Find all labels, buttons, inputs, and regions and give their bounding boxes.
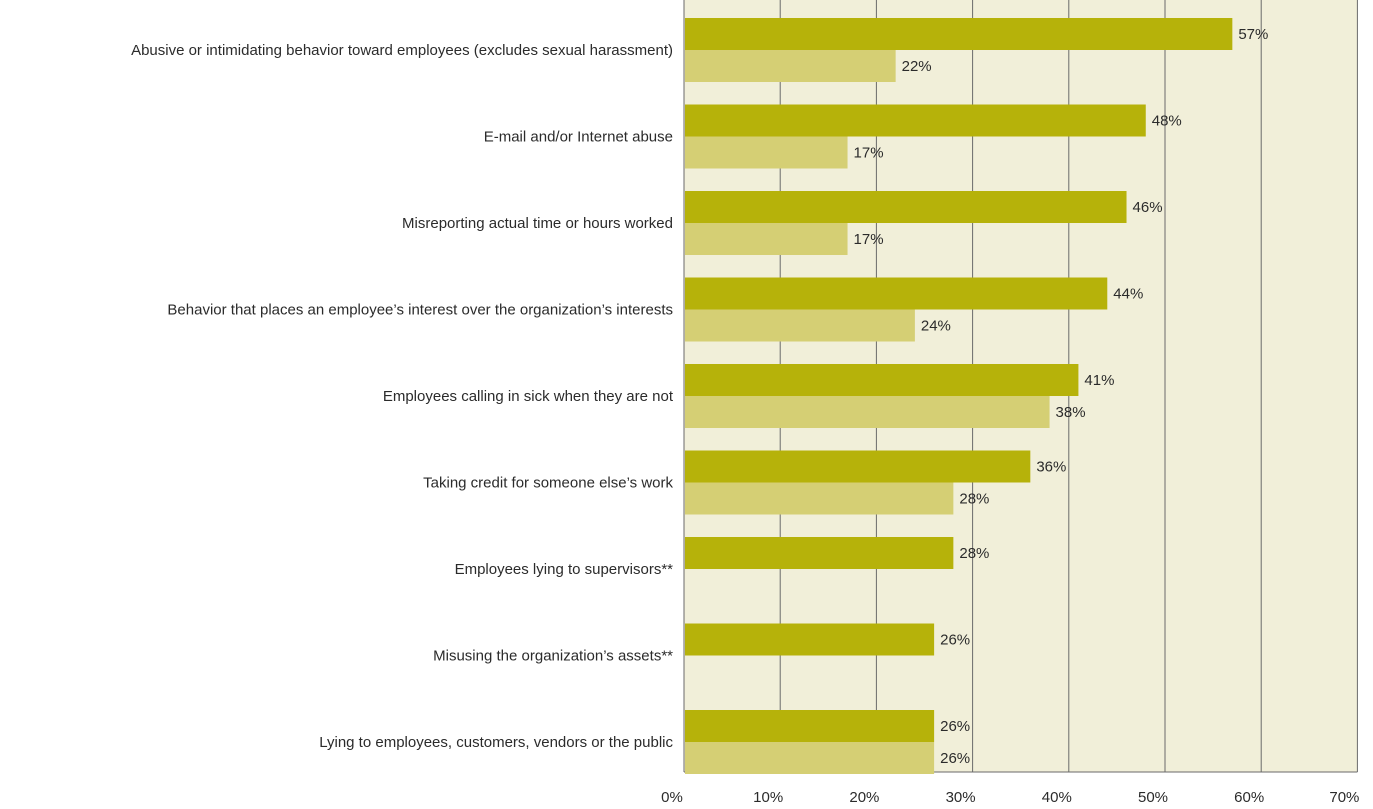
- bar-series-1: [685, 364, 1079, 396]
- x-tick-label: 10%: [753, 789, 783, 806]
- data-label: 22%: [902, 58, 932, 75]
- x-tick-label: 40%: [1042, 789, 1072, 806]
- category-label: Misreporting actual time or hours worked: [402, 215, 673, 232]
- x-tick-label: 50%: [1138, 789, 1168, 806]
- data-label: 24%: [921, 318, 951, 335]
- bar-series-1: [685, 450, 1031, 483]
- bar-series-2: [685, 223, 848, 255]
- data-label: 26%: [940, 750, 970, 767]
- bar-series-1: [685, 18, 1233, 50]
- x-tick-label: 0%: [661, 789, 683, 806]
- x-tick-label: 60%: [1234, 789, 1264, 806]
- data-label: 17%: [854, 145, 884, 162]
- x-tick-label: 20%: [849, 789, 879, 806]
- bar-series-1: [685, 623, 935, 656]
- bars: [685, 18, 1233, 774]
- category-label: Taking credit for someone else’s work: [423, 475, 673, 492]
- category-label: E-mail and/or Internet abuse: [484, 129, 673, 146]
- x-tick-label: 30%: [946, 789, 976, 806]
- bar-series-2: [685, 136, 848, 169]
- data-label: 38%: [1056, 404, 1086, 421]
- bar-series-2: [685, 396, 1050, 428]
- x-tick-label: 70%: [1329, 789, 1359, 806]
- bar-series-1: [685, 537, 954, 569]
- category-label: Lying to employees, customers, vendors o…: [319, 734, 673, 751]
- bar-series-2: [685, 742, 935, 774]
- data-label: 26%: [940, 718, 970, 735]
- bar-series-1: [685, 191, 1127, 223]
- x-axis-tick-labels: 0% 10% 20% 30% 40% 50% 60% 70%: [661, 789, 1359, 806]
- data-label: 28%: [959, 491, 989, 508]
- data-label: 44%: [1113, 286, 1143, 303]
- bar-series-2: [685, 50, 896, 82]
- category-labels: Abusive or intimidating behavior toward …: [131, 42, 674, 751]
- data-label: 36%: [1036, 459, 1066, 476]
- bar-series-1: [685, 277, 1108, 310]
- category-label: Abusive or intimidating behavior toward …: [131, 42, 673, 59]
- data-label: 46%: [1133, 199, 1163, 216]
- category-label: Misusing the organization’s assets**: [433, 648, 673, 665]
- data-label: 57%: [1238, 26, 1268, 43]
- data-label: 28%: [959, 545, 989, 562]
- bar-series-1: [685, 710, 935, 742]
- category-label: Behavior that places an employee’s inter…: [167, 302, 673, 319]
- value-labels: 57% 22% 48% 17% 46% 17% 44% 24% 41% 38% 36% 28% 28% 2…: [854, 26, 1269, 767]
- data-label: 41%: [1084, 372, 1114, 389]
- bar-series-2: [685, 482, 954, 515]
- data-label: 17%: [854, 231, 884, 248]
- data-label: 26%: [940, 632, 970, 649]
- category-label: Employees lying to supervisors**: [455, 561, 674, 578]
- bar-series-2: [685, 309, 915, 342]
- category-label: Employees calling in sick when they are …: [383, 388, 674, 405]
- data-label: 48%: [1152, 113, 1182, 130]
- bar-series-1: [685, 104, 1146, 137]
